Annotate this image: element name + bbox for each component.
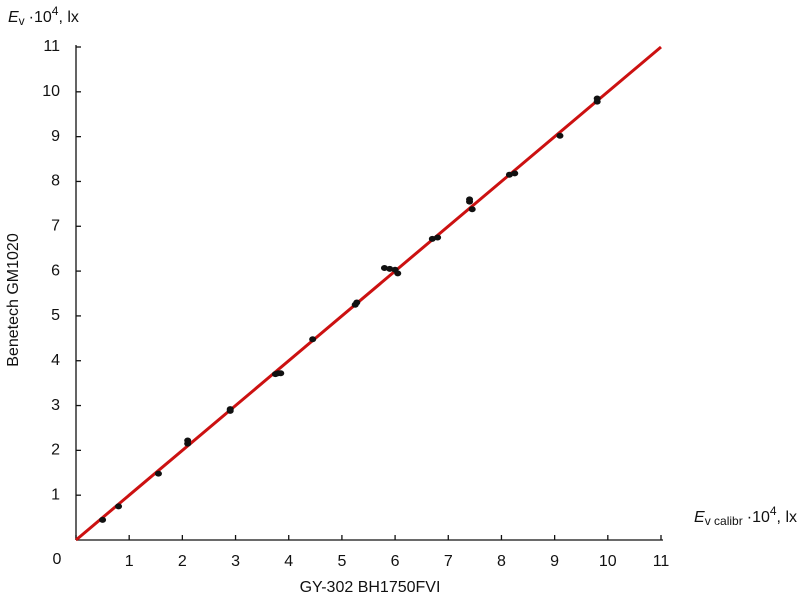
y-tick-label: 7: [51, 217, 60, 234]
point: [353, 299, 361, 306]
y-tick-label: 5: [51, 307, 60, 324]
y-tick-label: 4: [51, 352, 60, 369]
y-tick-label: 9: [51, 128, 60, 145]
point: [184, 437, 192, 444]
point: [511, 170, 519, 177]
point: [380, 264, 388, 271]
x-tick-label: 8: [497, 553, 506, 570]
x-tick-label: 2: [178, 553, 187, 570]
point: [226, 406, 234, 413]
x-tick-label: 7: [444, 553, 453, 570]
exponent: 4: [770, 504, 777, 518]
symbol: E: [694, 509, 705, 526]
y-tick-label: 1: [51, 486, 60, 503]
point: [99, 516, 107, 523]
exponent: 4: [52, 4, 59, 18]
point: [428, 235, 436, 242]
x-tick-label: 3: [231, 553, 240, 570]
unit: , lx: [58, 9, 78, 26]
point: [593, 95, 601, 102]
x-tick-label: 5: [337, 553, 346, 570]
y-tick-label: 3: [51, 397, 60, 414]
point: [154, 470, 162, 477]
x-tick-label: 6: [391, 553, 400, 570]
x-tick-label: 9: [550, 553, 559, 570]
x-tick-label: 4: [284, 553, 293, 570]
x-tick-label: 0: [53, 551, 62, 568]
point: [466, 198, 474, 205]
unit: , lx: [777, 509, 797, 526]
y-tick-label: 10: [42, 83, 60, 100]
point: [115, 503, 123, 510]
y-tick-label: 11: [43, 38, 60, 55]
x-tick-label: 11: [653, 553, 670, 570]
y-unit-label: Ev ·104, lx: [8, 4, 79, 28]
y-tick-label: 8: [51, 173, 60, 190]
y-tick-label: 6: [51, 262, 60, 279]
x-axis-title: GY-302 BH1750FVI: [300, 579, 441, 596]
x-tick-label: 10: [599, 553, 617, 570]
symbol: E: [8, 9, 19, 26]
multiplier: ·10: [29, 9, 52, 26]
point: [556, 132, 564, 139]
subscript: v: [19, 14, 25, 28]
point: [434, 234, 442, 241]
y-tick-label: 2: [51, 442, 60, 459]
point: [309, 336, 317, 343]
point: [394, 270, 402, 277]
fit-line: [75, 45, 662, 542]
subscript: v calibr: [705, 514, 743, 528]
x-tick-label: 1: [125, 553, 134, 570]
multiplier: ·10: [747, 509, 770, 526]
point: [277, 370, 285, 377]
point: [505, 171, 513, 178]
point: [468, 206, 476, 213]
y-axis-title: Benetech GM1020: [5, 233, 22, 367]
point: [386, 265, 394, 272]
x-unit-label: Ev calibr ·104, lx: [694, 504, 797, 528]
